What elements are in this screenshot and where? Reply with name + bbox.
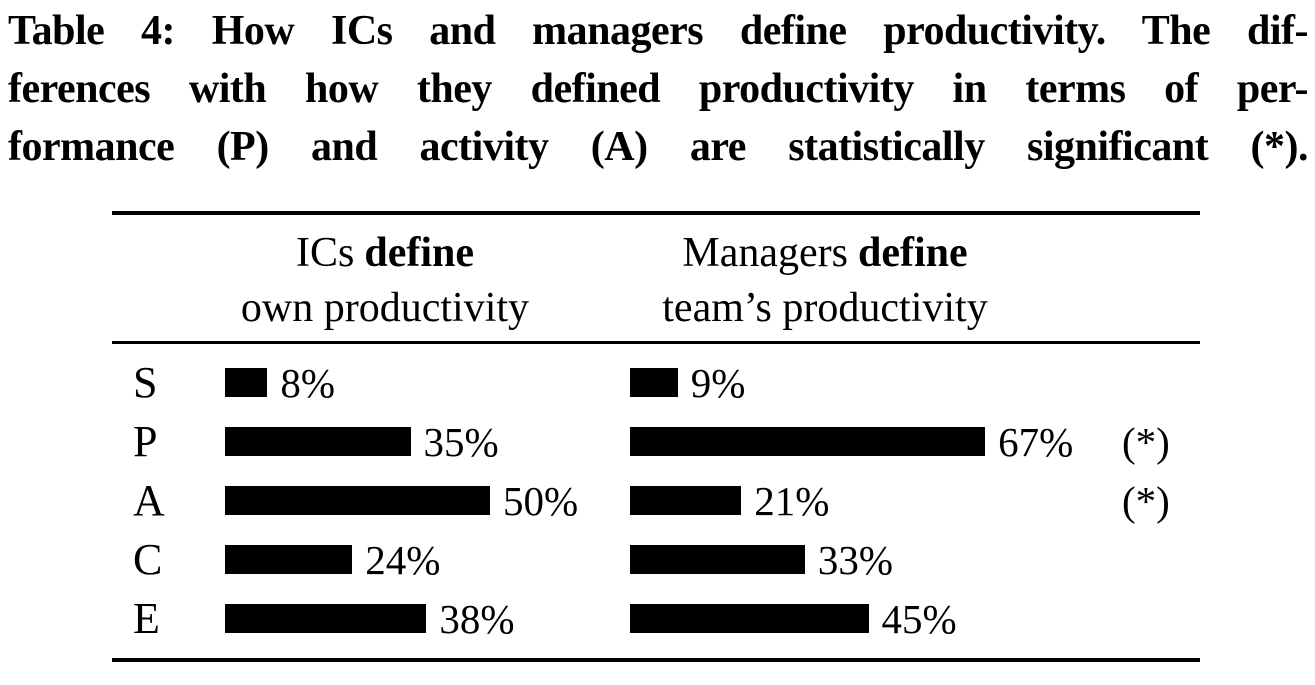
manager-bar-cell: 33% [630, 530, 893, 589]
significance-mark: (*) [1122, 477, 1170, 524]
ic-bar-cell: 8% [225, 353, 335, 412]
row-label: S [133, 358, 158, 407]
row-label: C [133, 535, 163, 584]
column-header-ics-bold: define [364, 230, 474, 276]
ic-percent-label: 24% [365, 536, 441, 583]
caption-line-1: Table 4: How ICs and managers define pro… [8, 8, 1309, 54]
manager-bar [630, 486, 742, 515]
manager-bar [630, 545, 805, 574]
table-row-c: C 24% 33% [0, 530, 1315, 589]
ic-bar-cell: 50% [225, 471, 578, 530]
ic-bar-cell: 38% [225, 589, 515, 648]
column-header-managers-line2: team’s productivity [662, 285, 988, 331]
table-row-e: E 38% 45% [0, 589, 1315, 648]
table-row-p: P 35% 67% (*) [0, 412, 1315, 471]
table-body: S 8% 9% P 35% 67% (*) A [0, 353, 1315, 648]
column-header-managers-prefix: Managers [682, 230, 848, 276]
table-rule-header-separator [112, 341, 1200, 344]
table-rule-bottom [112, 658, 1200, 662]
ic-percent-label: 50% [503, 477, 579, 524]
column-header-ics: ICs define own productivity [175, 226, 595, 336]
row-label: P [133, 417, 158, 466]
column-header-managers-line1: Managers define [615, 226, 1035, 281]
ic-bar-cell: 24% [225, 530, 440, 589]
manager-percent-label: 67% [998, 418, 1074, 465]
manager-percent-label: 45% [881, 595, 957, 642]
manager-bar-cell: 21% [630, 471, 829, 530]
manager-percent-label: 33% [817, 536, 894, 583]
column-header-managers: Managers define team’s productivity [615, 226, 1035, 336]
ic-percent-label: 8% [280, 359, 336, 406]
column-header-ics-line1: ICs define [175, 226, 595, 281]
ic-percent-label: 38% [439, 595, 515, 642]
ic-bar [225, 486, 490, 515]
column-header-ics-line2: own productivity [240, 285, 530, 331]
table-rule-top [112, 211, 1200, 215]
manager-percent-label: 21% [754, 477, 830, 524]
table-caption: Table 4: How ICs and managers define pro… [8, 2, 1309, 176]
significance-mark: (*) [1122, 418, 1170, 465]
ic-bar [225, 604, 427, 633]
ic-percent-label: 35% [423, 418, 499, 465]
row-label: E [133, 594, 160, 643]
table-row-s: S 8% 9% [0, 353, 1315, 412]
manager-bar [630, 368, 678, 397]
manager-bar-cell: 67% [630, 412, 1073, 471]
caption-line-2: ferences with how they defined productiv… [8, 66, 1309, 112]
manager-bar-cell: 9% [630, 353, 745, 412]
caption-line-3: formance (P) and activity (A) are statis… [8, 124, 1309, 170]
manager-bar [630, 427, 986, 456]
column-header-managers-bold: define [857, 230, 968, 276]
row-label: A [133, 476, 165, 525]
manager-bar-cell: 45% [630, 589, 957, 648]
ic-bar [225, 545, 353, 574]
table-row-a: A 50% 21% (*) [0, 471, 1315, 530]
manager-bar [630, 604, 869, 633]
ic-bar-cell: 35% [225, 412, 499, 471]
ic-bar [225, 427, 411, 456]
column-header-ics-prefix: ICs [295, 230, 355, 276]
ic-bar [225, 368, 268, 397]
manager-percent-label: 9% [690, 359, 746, 406]
